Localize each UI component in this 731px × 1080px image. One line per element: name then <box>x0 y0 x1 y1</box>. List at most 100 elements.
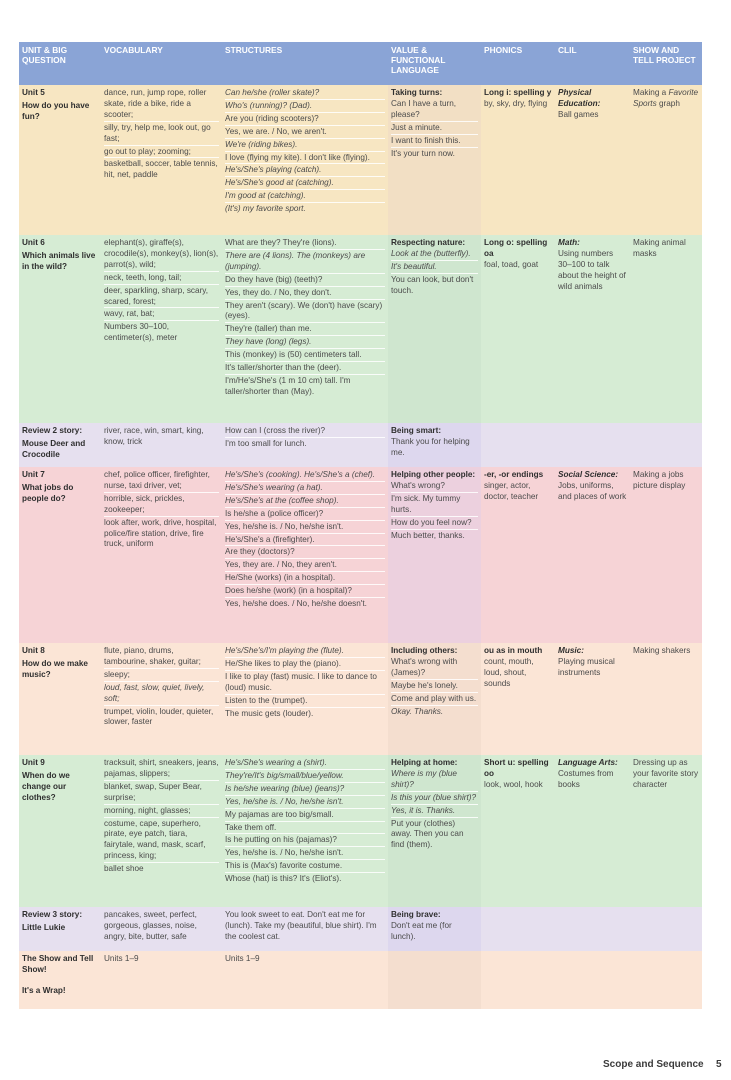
vocabulary-item: chef, police officer, firefighter, nurse… <box>104 470 219 493</box>
clil-topic: Using numbers 30–100 to talk about the h… <box>558 248 626 291</box>
clil-topic: Jobs, uniforms, and places of work <box>558 480 627 501</box>
clil-topic: Costumes from books <box>558 768 614 789</box>
structure-item: Yes, he/she does. / No, he/she doesn't. <box>225 599 367 609</box>
page-footer: Scope and Sequence 5 <box>0 1056 731 1076</box>
structures-cell: Can he/she (roller skate)? Who's (running… <box>222 85 388 235</box>
value-phrase: How do you feel now? <box>391 518 478 530</box>
structure-item: He's/She's/I'm playing the (flute). <box>225 646 385 658</box>
structure-item: Yes, they do. / No, they don't. <box>225 288 385 300</box>
vocabulary-cell: dance, run, jump rope, roller skate, rid… <box>101 85 222 235</box>
structure-item: (It's) my favorite sport. <box>225 204 306 214</box>
unit-title: Unit 6 <box>22 238 45 247</box>
value-phrase: Can I have a turn, please? <box>391 99 478 122</box>
clil-subject: Physical Education: <box>558 88 601 108</box>
vocabulary-item: tracksuit, shirt, sneakers, jeans, pajam… <box>104 758 219 781</box>
table-body: Unit 5 How do you have fun? dance, run, ju… <box>19 85 702 1009</box>
value-phrase: Just a minute. <box>391 123 478 135</box>
value-cell: Respecting nature: Look at the (butterfly… <box>388 235 481 423</box>
project-cell: Dressing up as your favorite story chara… <box>630 755 702 907</box>
clil-cell: Math: Using numbers 30–100 to talk about … <box>555 235 630 423</box>
project-text: Dressing up as your favorite story chara… <box>633 758 699 789</box>
vocabulary-item: look after, work, drive, hospital, polic… <box>104 517 217 549</box>
project-cell <box>630 423 702 467</box>
structure-item: We're (riding bikes). <box>225 140 385 152</box>
structures-cell: He's/She's (cooking). He's/She's a (chef… <box>222 467 388 643</box>
structure-item: This (monkey) is (50) centimeters tall. <box>225 350 385 363</box>
value-phrase: You can look, but don't touch. <box>391 274 474 295</box>
unit-cell: Unit 7 What jobs do people do? <box>19 467 101 643</box>
structure-item: Do they have (big) (teeth)? <box>225 275 385 287</box>
project-cell: Making shakers <box>630 643 702 755</box>
structure-item: They're (taller) than me. <box>225 324 385 337</box>
vocabulary-item: blanket, swap, Super Bear, surprise; <box>104 782 219 805</box>
structure-item: He's/She's at the (coffee shop). <box>225 496 385 508</box>
structure-item: Units 1–9 <box>225 954 260 963</box>
value-phrase: Where is my (blue shirt)? <box>391 769 478 792</box>
vocabulary-item: Numbers 30–100, centimeter(s), meter <box>104 322 178 343</box>
structure-item: Can he/she (roller skate)? <box>225 88 385 100</box>
project-cell: Making a jobs picture display <box>630 467 702 643</box>
table-row: Unit 9 When do we change our clothes? trac… <box>19 755 702 907</box>
scope-sequence-table-wrapper: UNIT & BIG QUESTION VOCABULARY STRUCTURE… <box>19 42 702 1009</box>
structure-item: The music gets (louder). <box>225 708 314 718</box>
table-row: Unit 8 How do we make music? flute, piano,… <box>19 643 702 755</box>
clil-cell: Social Science: Jobs, uniforms, and place… <box>555 467 630 643</box>
structure-item: You look sweet to eat. Don't eat me for … <box>225 910 377 941</box>
structure-item: He's/She's playing (catch). <box>225 165 385 178</box>
value-phrase: Put your (clothes) away. Then you can fi… <box>391 818 464 850</box>
header-unit: UNIT & BIG QUESTION <box>19 42 101 85</box>
unit-title: The Show and Tell Show! <box>22 954 94 974</box>
vocabulary-item: deer, sparkling, sharp, scary, scared, f… <box>104 286 219 309</box>
structures-cell: You look sweet to eat. Don't eat me for … <box>222 907 388 951</box>
unit-cell: Unit 8 How do we make music? <box>19 643 101 755</box>
table-row: Unit 6 Which animals live in the wild? ele… <box>19 235 702 423</box>
structure-item: Listen to the (trumpet). <box>225 696 385 708</box>
header-phonics: PHONICS <box>481 42 555 85</box>
value-title: Helping at home: <box>391 758 458 767</box>
structures-cell: He's/She's/I'm playing the (flute). He/Sh… <box>222 643 388 755</box>
clil-subject: Language Arts: <box>558 758 618 767</box>
structure-item: There are (4 lions). The (monkeys) are (… <box>225 251 385 274</box>
vocabulary-item: neck, teeth, long, tail; <box>104 273 219 285</box>
structure-item: Whose (hat) is this? It's (Eliot's). <box>225 874 342 884</box>
table-row: Unit 7 What jobs do people do? chef, polic… <box>19 467 702 643</box>
unit-question: Little Lukie <box>22 922 66 932</box>
clil-cell: Language Arts: Costumes from books <box>555 755 630 907</box>
structure-item: He's/She's wearing (a hat). <box>225 483 385 495</box>
structure-item: I love (flying my kite). I don't like (f… <box>225 153 385 165</box>
structure-item: Are they (doctors)? <box>225 547 385 560</box>
unit-question: When do we change our clothes? <box>22 770 70 802</box>
structures-cell: Units 1–9 <box>222 951 388 1009</box>
value-phrase: Thank you for helping me. <box>391 436 470 457</box>
clil-subject: Music: <box>558 646 584 655</box>
vocabulary-item: elephant(s), giraffe(s), crocodile(s), m… <box>104 238 219 272</box>
phonics-cell: ou as in mouth count, mouth, loud, shout,… <box>481 643 555 755</box>
vocabulary-item: wavy, rat, bat; <box>104 309 219 322</box>
project-text: Making a <box>633 88 669 97</box>
structure-item: Is he putting on his (pajamas)? <box>225 835 385 848</box>
clil-subject: Social Science: <box>558 470 619 479</box>
structure-item: Yes, they are. / No, they aren't. <box>225 560 385 573</box>
value-title: Respecting nature: <box>391 238 466 247</box>
phonics-title: ou as in mouth <box>484 646 543 655</box>
clil-cell <box>555 907 630 951</box>
value-title: Helping other people: <box>391 470 476 479</box>
value-phrase: Come and play with us. <box>391 694 478 706</box>
phonics-title: Short u: spelling oo <box>484 758 549 778</box>
unit-title: Review 2 story: <box>22 426 83 435</box>
structure-item: Take them off. <box>225 823 385 835</box>
header-vocabulary: VOCABULARY <box>101 42 222 85</box>
unit-question: How do you have fun? <box>22 100 90 121</box>
vocabulary-cell: chef, police officer, firefighter, nurse… <box>101 467 222 643</box>
table-row: The Show and Tell Show! It's a Wrap! Units… <box>19 951 702 1009</box>
vocabulary-item: river, race, win, smart, king, know, tri… <box>104 426 204 446</box>
structure-item: Is he/she wearing (blue) (jeans)? <box>225 784 385 796</box>
value-phrase: Okay. Thanks. <box>391 706 444 716</box>
value-title: Including others: <box>391 646 458 655</box>
phonics-cell: Long o: spelling oa foal, toad, goat <box>481 235 555 423</box>
value-phrase: Yes, it is. Thanks. <box>391 806 478 818</box>
table-row: Unit 5 How do you have fun? dance, run, ju… <box>19 85 702 235</box>
table-header-row: UNIT & BIG QUESTION VOCABULARY STRUCTURE… <box>19 42 702 85</box>
structure-item: He's/She's wearing a (shirt). <box>225 758 385 770</box>
project-text: Making animal masks <box>633 238 686 258</box>
